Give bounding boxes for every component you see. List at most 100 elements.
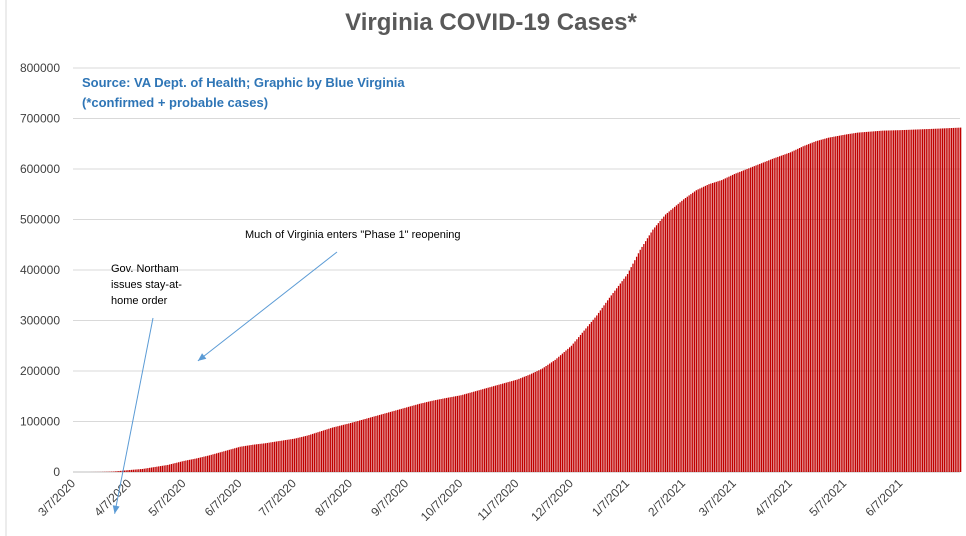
bar [225,450,227,472]
bar [626,274,629,472]
bar [612,293,614,472]
bar [833,136,835,472]
bar [264,443,267,472]
bar [740,171,743,472]
bar [646,238,649,472]
bar [295,438,297,472]
bar [353,422,355,472]
bar [947,128,949,472]
bar [116,471,118,472]
bar [916,129,918,472]
bar [569,347,571,472]
bar [440,398,442,472]
bar [755,165,757,472]
bar [521,377,524,472]
bar [554,359,556,472]
bar [831,137,833,472]
bar [409,406,411,472]
bar [585,328,587,472]
bar [212,454,214,472]
bar [516,379,518,472]
bar [722,179,725,473]
bar [596,315,598,472]
bar [445,397,448,472]
bar [223,451,225,472]
bar [349,423,352,472]
bar [737,172,739,473]
bar [413,405,415,472]
bar [259,443,261,472]
bar [760,163,763,473]
bar [387,412,390,472]
bar [735,173,737,472]
bar [138,469,140,472]
bar [293,438,296,472]
bar [282,440,285,472]
bar [337,426,339,472]
bar [505,382,507,472]
bar [552,361,554,472]
bar [929,128,931,472]
bar [664,214,667,472]
bar [454,396,457,472]
x-tick-label: 7/7/2020 [256,476,299,519]
bar [304,436,307,472]
bar [534,371,536,472]
bar [451,396,453,472]
bar [165,465,167,472]
bar [927,129,929,472]
bar [210,454,212,472]
bar [368,417,370,472]
bar [435,400,437,472]
bar [529,374,531,472]
bar [194,458,196,472]
bar [306,435,308,472]
bar [952,127,955,473]
bar [176,462,178,472]
bar [896,130,898,472]
bar [712,183,714,472]
bar [893,130,895,472]
bar [232,448,234,472]
bar [581,332,583,472]
bar [907,129,909,472]
bar [266,442,268,472]
bar [393,410,395,472]
x-tick-label: 5/7/2020 [146,476,189,519]
x-tick-label: 1/7/2021 [589,476,632,519]
bar [835,136,837,472]
bar [487,387,489,472]
bar [847,134,850,472]
bar [538,370,540,472]
x-tick-label: 3/7/2020 [35,476,78,519]
bar [527,375,529,472]
bar [641,246,643,472]
bar [820,139,822,472]
bar [954,127,956,472]
bar [192,459,194,472]
y-tick-label: 700000 [20,112,60,126]
bar [252,444,254,472]
bar [404,407,406,472]
bar [216,453,218,472]
bar [331,427,334,472]
bar [592,319,594,472]
bar [639,249,641,472]
bar [887,130,889,472]
bar [167,464,169,472]
bar [617,285,620,472]
bar [134,469,136,472]
bar [898,130,900,473]
bar [275,441,278,472]
bar [415,404,417,472]
y-tick-label: 300000 [20,314,60,328]
bar [145,468,147,472]
bar [561,353,564,472]
bar [136,469,138,472]
bar [478,390,480,472]
bar [326,429,328,472]
x-tick-label: 3/7/2021 [696,476,739,519]
bar [328,428,330,472]
bar [900,130,902,472]
bar [344,424,346,472]
